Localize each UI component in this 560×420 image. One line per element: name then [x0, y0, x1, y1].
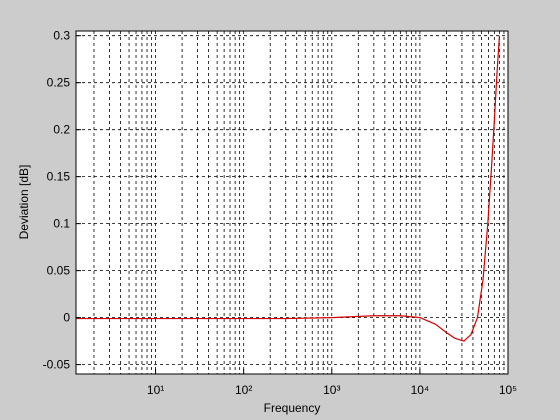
x-tick-label: 10⁵: [499, 383, 517, 397]
y-axis-label: Deviation [dB]: [17, 165, 31, 240]
y-tick-label: 0.3: [53, 29, 70, 43]
y-tick-label: 0: [63, 311, 70, 325]
y-tick-label: 0.05: [47, 264, 71, 278]
plot-area: [76, 31, 508, 374]
y-tick-label: 0.15: [47, 170, 71, 184]
y-tick-label: 0.2: [53, 123, 70, 137]
x-tick-label: 10¹: [147, 383, 164, 397]
x-tick-label: 10⁴: [411, 383, 430, 397]
axes-box: [75, 30, 509, 375]
y-tick-label: 0.25: [47, 76, 71, 90]
y-tick-label: -0.05: [43, 358, 71, 372]
data-line: [76, 35, 501, 342]
x-tick-label: 10³: [323, 383, 340, 397]
y-tick-label: 0.1: [53, 217, 70, 231]
x-tick-label: 10²: [235, 383, 252, 397]
x-axis-label: Frequency: [264, 401, 321, 415]
